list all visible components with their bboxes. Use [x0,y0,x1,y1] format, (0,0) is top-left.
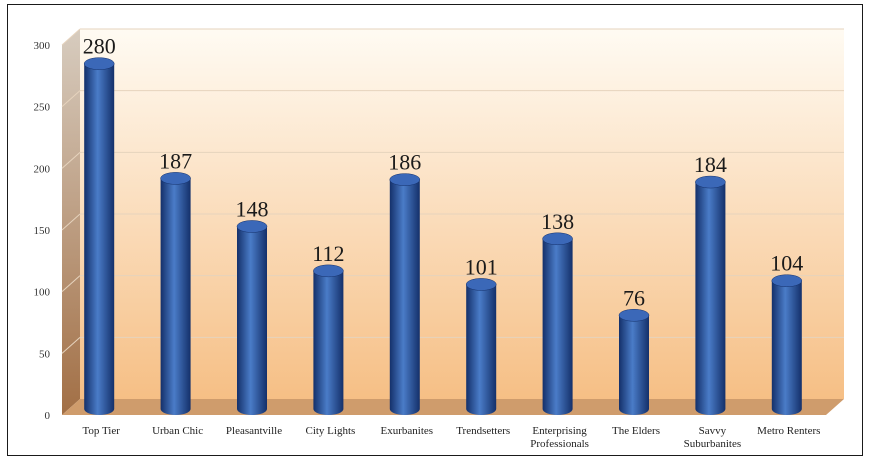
x-tick-label-line: Metro Renters [757,425,820,437]
x-tick-label-line: Savvy [699,425,727,437]
bar [465,278,497,416]
data-label: 184 [694,152,727,177]
bar-body [542,238,573,416]
x-axis: Top Tier Urban Chic Pleasantville City Ligh… [82,425,820,450]
bar-top [313,264,344,278]
bar [618,309,650,415]
gridline-side [61,213,81,231]
data-label: 187 [159,148,192,173]
data-label: 148 [236,196,269,221]
x-tick-label-line: Urban Chic [152,425,203,437]
y-tick-label: 300 [34,40,51,52]
y-tick-label: 150 [34,225,51,237]
bar [542,232,573,416]
bar-top [771,274,803,287]
data-label: 186 [388,150,421,175]
data-label: 76 [623,285,645,310]
x-tick-label-line: Exurbanites [381,425,434,437]
data-label: 138 [541,209,574,234]
y-tick-label: 200 [34,163,51,175]
y-tick-label: 250 [34,102,51,114]
bar-body [466,284,497,416]
bar [313,264,344,416]
gridline-side [61,28,81,46]
x-tick-label-line: Trendsetters [456,425,510,437]
x-tick-label-line: City Lights [305,425,355,437]
x-tick-label: Urban Chic [152,425,203,437]
y-tick-label: 0 [45,410,51,422]
bar-body [771,280,802,416]
gridline-side [61,151,81,169]
x-tick-label: Top Tier [82,425,120,437]
x-tick-label: Pleasantville [226,425,282,437]
data-label: 104 [770,251,803,276]
data-label: 280 [83,34,116,59]
data-label: 112 [312,241,344,266]
bar-body [84,63,115,416]
bar [771,274,803,416]
bar-top [618,309,650,322]
y-tick-label: 50 [39,348,51,360]
bar [83,57,115,416]
x-tick-label-line: Professionals [530,438,589,450]
x-tick-label-line: Pleasantville [226,425,282,437]
x-tick-label: Metro Renters [757,425,820,437]
bar-top [160,172,191,185]
bars [83,57,803,416]
x-tick-label-line: The Elders [612,425,660,437]
x-tick-label: Exurbanites [381,425,434,437]
bar-top [236,220,268,233]
bar-top [695,175,726,189]
bar-body [695,182,726,416]
bar-top [83,57,115,70]
x-tick-label: Enterprising Professionals [530,425,589,450]
y-axis: 0 50 100 150 200 250 300 [34,40,51,422]
x-tick-label: The Elders [612,425,660,437]
gridline-side [61,336,81,354]
bar [236,220,268,415]
bar-body [619,315,649,415]
x-tick-label-line: Top Tier [82,425,120,437]
bar-body [313,270,344,416]
data-label: 101 [465,254,498,279]
bar [695,175,726,416]
y-tick-label: 100 [34,287,51,299]
bar-body [237,226,267,415]
x-tick-label: City Lights [305,425,355,437]
bar [389,173,421,416]
data-labels: 280 187 148 112 186 101 138 76 184 104 [83,34,804,311]
bar-top [465,278,497,291]
gridline-side [61,90,81,108]
bar-body [389,179,420,416]
bar-top [389,173,421,186]
bar [160,172,191,416]
x-tick-label: Savvy Suburbanites [684,425,741,450]
bar-body [160,178,191,416]
gridline-side [61,275,81,293]
x-tick-label-line: Suburbanites [684,438,741,450]
x-tick-label-line: Enterprising [532,425,587,437]
bar-top [542,232,573,246]
x-tick-label: Trendsetters [456,425,510,437]
